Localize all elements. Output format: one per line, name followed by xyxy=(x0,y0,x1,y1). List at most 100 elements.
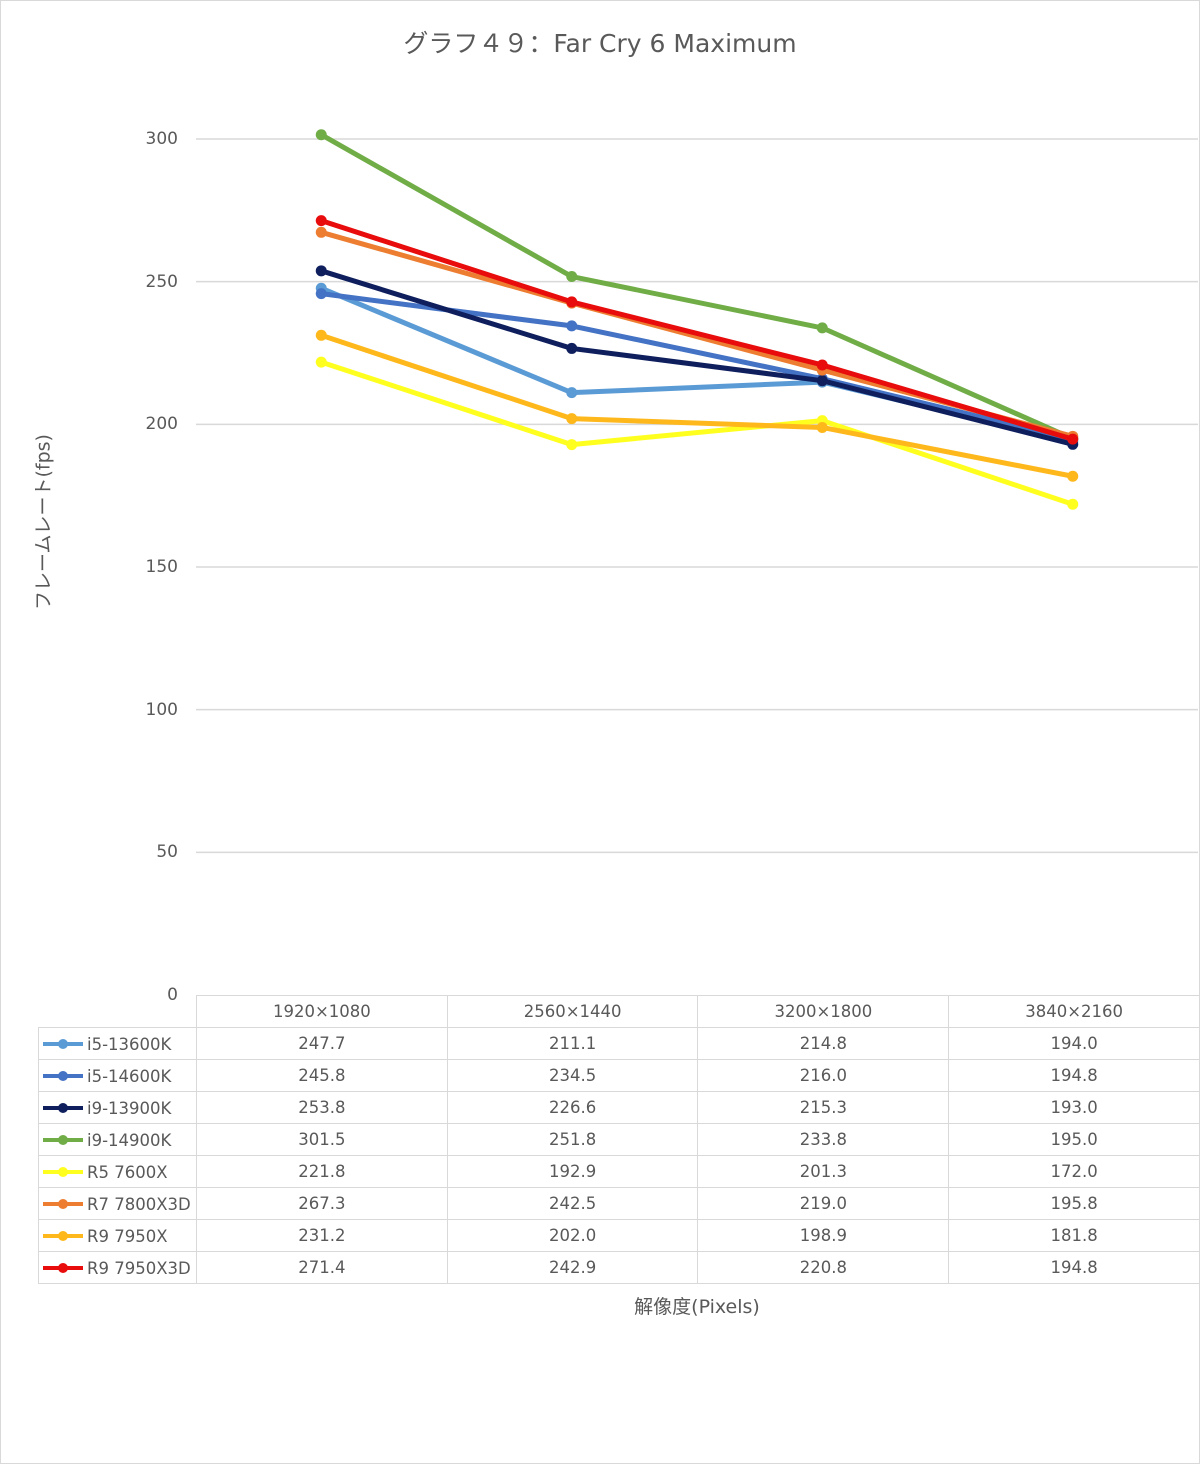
series-line xyxy=(318,268,1076,447)
table-cell-value: 195.0 xyxy=(948,1123,1200,1156)
x-category-label: 3840×2160 xyxy=(948,995,1200,1028)
data-point xyxy=(566,413,578,425)
chart-title: グラフ４９：Far Cry 6 Maximum xyxy=(403,29,797,58)
table-row: R9 7950X3D 271.4 242.9 220.8 194.8 xyxy=(38,1251,1200,1284)
legend-line-marker-icon xyxy=(43,1038,83,1050)
x-category-label: 1920×1080 xyxy=(195,995,448,1028)
series-r9-7950x3d xyxy=(315,215,1079,445)
legend-entry: i5-14600K xyxy=(38,1059,197,1092)
data-point xyxy=(566,439,578,451)
table-cell-value: 194.8 xyxy=(948,1059,1200,1092)
legend-line-marker-icon xyxy=(43,1070,83,1082)
plot-area xyxy=(196,129,1198,854)
legend-label: R9 7950X xyxy=(87,1226,168,1246)
data-point xyxy=(315,288,327,300)
data-point xyxy=(315,265,327,277)
data-table: 1920×1080 2560×1440 3200×1800 3840×2160 … xyxy=(38,995,1200,1284)
series-line xyxy=(318,132,1076,442)
legend-label: i5-14600K xyxy=(87,1066,172,1086)
legend-line-marker-icon xyxy=(43,1262,83,1274)
table-row: i5-14600K 245.8 234.5 216.0 194.8 xyxy=(38,1059,1200,1092)
data-point xyxy=(566,271,578,283)
data-point xyxy=(566,320,578,332)
series-line xyxy=(318,332,1076,479)
data-point xyxy=(566,387,578,399)
legend-label: R5 7600X xyxy=(87,1162,168,1182)
x-category-label: 2560×1440 xyxy=(446,995,699,1028)
series-line xyxy=(318,359,1076,507)
y-tick-label: 150 xyxy=(145,557,178,577)
data-point xyxy=(315,129,327,141)
table-row: R5 7600X 221.8 192.9 201.3 172.0 xyxy=(38,1155,1200,1188)
series-line xyxy=(318,218,1076,442)
table-cell-value: 193.0 xyxy=(948,1091,1200,1124)
y-tick-label: 300 xyxy=(145,129,178,149)
table-cell-value: 195.8 xyxy=(948,1187,1200,1220)
data-point xyxy=(1067,498,1079,510)
table-cell-value: 301.5 xyxy=(195,1123,448,1156)
table-cell-value: 226.6 xyxy=(446,1091,699,1124)
data-point xyxy=(1067,470,1079,482)
table-cell-value: 251.8 xyxy=(446,1123,699,1156)
table-cell-value: 198.9 xyxy=(697,1219,950,1252)
table-cell-value: 267.3 xyxy=(195,1187,448,1220)
legend-label: i9-13900K xyxy=(87,1098,172,1118)
x-axis-title: 解像度(Pixels) xyxy=(634,1296,760,1318)
data-point xyxy=(566,296,578,308)
series-r9-7950x xyxy=(315,329,1079,482)
table-cell-value: 215.3 xyxy=(697,1091,950,1124)
legend-entry: R9 7950X xyxy=(38,1219,197,1252)
legend-label: i9-14900K xyxy=(87,1130,172,1150)
data-point xyxy=(315,215,327,227)
legend-line-marker-icon xyxy=(43,1166,83,1178)
legend-line-marker-icon xyxy=(43,1230,83,1242)
legend-label: R9 7950X3D xyxy=(87,1258,191,1278)
data-point xyxy=(315,226,327,238)
table-cell-value: 194.8 xyxy=(948,1251,1200,1284)
table-row: i5-13600K 247.7 211.1 214.8 194.0 xyxy=(38,1027,1200,1060)
data-point xyxy=(315,329,327,341)
legend-entry: i9-13900K xyxy=(38,1091,197,1124)
table-corner xyxy=(38,995,197,1028)
table-cell-value: 181.8 xyxy=(948,1219,1200,1252)
data-point xyxy=(816,421,828,433)
y-tick-label: 0 xyxy=(167,985,178,1005)
table-cell-value: 271.4 xyxy=(195,1251,448,1284)
table-cell-value: 202.0 xyxy=(446,1219,699,1252)
data-point xyxy=(816,322,828,334)
legend-line-marker-icon xyxy=(43,1134,83,1146)
table-row: R9 7950X 231.2 202.0 198.9 181.8 xyxy=(38,1219,1200,1252)
table-cell-value: 247.7 xyxy=(195,1027,448,1060)
table-cell-value: 233.8 xyxy=(697,1123,950,1156)
legend-entry: R5 7600X xyxy=(38,1155,197,1188)
table-cell-value: 194.0 xyxy=(948,1027,1200,1060)
table-cell-value: 231.2 xyxy=(195,1219,448,1252)
data-point xyxy=(1067,433,1079,445)
table-cell-value: 201.3 xyxy=(697,1155,950,1188)
x-category-label: 3200×1800 xyxy=(697,995,950,1028)
table-cell-value: 172.0 xyxy=(948,1155,1200,1188)
data-point xyxy=(315,356,327,368)
table-cell-value: 253.8 xyxy=(195,1091,448,1124)
y-tick-label: 250 xyxy=(145,271,178,292)
table-cell-value: 219.0 xyxy=(697,1187,950,1220)
table-cell-value: 192.9 xyxy=(446,1155,699,1188)
legend-label: R7 7800X3D xyxy=(87,1194,191,1214)
data-point xyxy=(816,359,828,371)
series-i9-13900k xyxy=(315,265,1079,450)
table-row: i9-13900K 253.8 226.6 215.3 193.0 xyxy=(38,1091,1200,1124)
legend-entry: R7 7800X3D xyxy=(38,1187,197,1220)
table-cell-value: 221.8 xyxy=(195,1155,448,1188)
table-cell-value: 214.8 xyxy=(697,1027,950,1060)
series-r5-7600x xyxy=(315,356,1079,510)
y-tick-label: 50 xyxy=(156,842,178,863)
y-tick-label: 200 xyxy=(145,414,178,435)
table-header-row: 1920×1080 2560×1440 3200×1800 3840×2160 xyxy=(38,995,1200,1028)
table-cell-value: 242.5 xyxy=(446,1187,699,1220)
table-cell-value: 245.8 xyxy=(195,1059,448,1092)
table-cell-value: 234.5 xyxy=(446,1059,699,1092)
table-cell-value: 211.1 xyxy=(446,1027,699,1060)
table-cell-value: 220.8 xyxy=(697,1251,950,1284)
legend-entry: i9-14900K xyxy=(38,1123,197,1156)
legend-line-marker-icon xyxy=(43,1198,83,1210)
